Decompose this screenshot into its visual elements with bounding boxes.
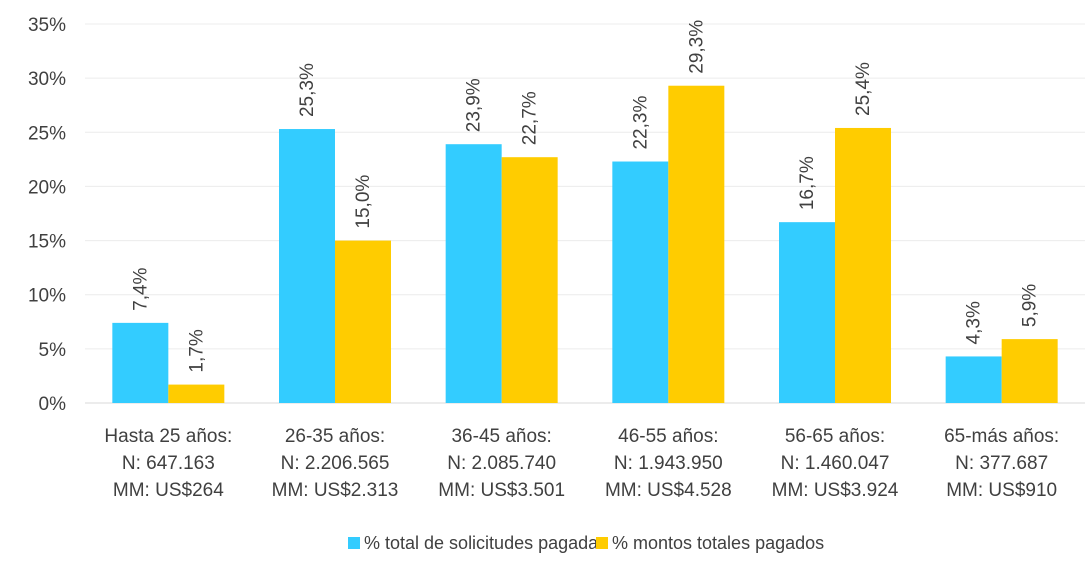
legend: % total de solicitudes pagadas% montos t… [348, 533, 824, 553]
legend-label: % montos totales pagados [612, 533, 824, 553]
y-tick-label: 10% [28, 286, 66, 307]
x-tick-label: MM: US$264 [113, 480, 224, 501]
bars [112, 85, 1058, 404]
data-label: 22,3% [630, 96, 651, 150]
x-tick-label: 46-55 años: [618, 426, 718, 447]
x-tick-label: N: 647.163 [122, 453, 215, 474]
bar [835, 127, 891, 403]
data-label: 5,9% [1020, 284, 1041, 327]
x-tick-label: 26-35 años: [285, 426, 385, 447]
bar [112, 322, 169, 403]
x-tick-label: N: 1.943.950 [614, 453, 723, 474]
data-label: 29,3% [686, 20, 707, 74]
x-axis-category-labels: Hasta 25 años: N: 647.163 MM: US$264 26-35 … [104, 426, 1059, 501]
gridlines [85, 23, 1085, 404]
y-tick-label: 30% [28, 69, 66, 90]
y-tick-label: 15% [28, 232, 66, 253]
data-label: 15,0% [353, 175, 374, 229]
x-tick-label: 65-más años: [944, 426, 1059, 447]
bar [501, 157, 558, 403]
bar [668, 85, 725, 404]
bar [335, 240, 391, 403]
x-tick-label: MM: US$3.501 [438, 480, 565, 501]
data-labels: 7,4% 25,3% 23,9% 22,3% 16,7% 4,3% 1,7% 15,0% 22,… [130, 20, 1040, 373]
bar [168, 384, 225, 403]
data-label: 1,7% [186, 329, 207, 372]
data-label: 22,7% [520, 91, 541, 145]
bar [1001, 339, 1058, 403]
data-label: 25,3% [297, 63, 318, 117]
x-tick-label: N: 2.085.740 [447, 453, 556, 474]
x-tick-label: MM: US$3.924 [772, 480, 899, 501]
x-tick-label: 56-65 años: [785, 426, 885, 447]
bar [279, 129, 335, 403]
y-tick-label: 20% [28, 177, 66, 198]
y-tick-label: 25% [28, 123, 66, 144]
x-tick-label: MM: US$4.528 [605, 480, 732, 501]
legend-swatch [348, 537, 360, 549]
y-axis-tick-labels: 0% 5% 10% 15% 20% 25% 30% 35% [28, 15, 66, 415]
y-tick-label: 35% [28, 15, 66, 36]
x-tick-label: N: 377.687 [955, 453, 1048, 474]
bar [945, 356, 1002, 403]
legend-label: % total de solicitudes pagadas [364, 533, 607, 553]
bar [445, 144, 502, 403]
y-tick-label: 0% [39, 394, 67, 415]
bar [779, 222, 835, 403]
data-label: 16,7% [797, 156, 818, 210]
x-tick-label: MM: US$910 [946, 480, 1057, 501]
x-tick-label: MM: US$2.313 [272, 480, 399, 501]
data-label: 25,4% [853, 62, 874, 116]
data-label: 4,3% [964, 301, 985, 344]
x-tick-label: N: 2.206.565 [281, 453, 390, 474]
x-tick-label: Hasta 25 años: [104, 426, 232, 447]
legend-swatch [596, 537, 608, 549]
data-label: 7,4% [130, 267, 151, 310]
x-tick-label: 36-45 años: [451, 426, 551, 447]
data-label: 23,9% [464, 78, 485, 132]
x-tick-label: N: 1.460.047 [781, 453, 890, 474]
y-tick-label: 5% [39, 340, 67, 361]
bar [612, 161, 669, 403]
